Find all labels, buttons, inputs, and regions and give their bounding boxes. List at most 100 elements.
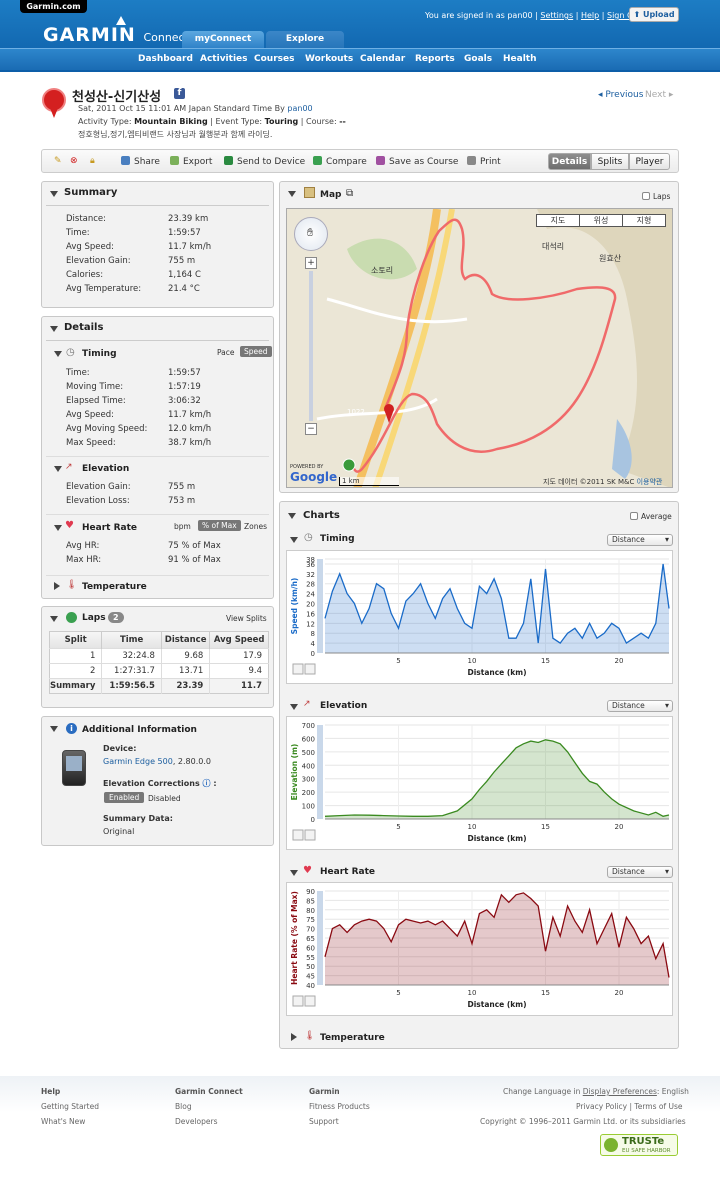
save-as-course-button[interactable]: Save as Course <box>376 156 458 167</box>
zones-toggle[interactable]: Zones <box>244 522 268 531</box>
activity-type[interactable]: Mountain Biking <box>134 117 208 126</box>
view-player-button[interactable]: Player <box>629 153 670 170</box>
signout-link[interactable]: Sign Out <box>606 11 642 20</box>
nav-dashboard[interactable]: Dashboard <box>138 54 193 64</box>
collapse-triangle-icon[interactable] <box>288 191 296 197</box>
y-axis-scrollbar[interactable] <box>317 891 323 985</box>
view-details-button[interactable]: Details <box>548 153 591 170</box>
collapse-triangle-icon[interactable] <box>50 326 58 332</box>
nav-goals[interactable]: Goals <box>464 54 493 64</box>
privacy-link[interactable]: Privacy Policy <box>576 1102 628 1111</box>
footer-blog[interactable]: Blog <box>175 1102 192 1111</box>
timing-collapse-icon[interactable] <box>54 351 62 357</box>
upload-button[interactable]: ⬆ Upload <box>629 7 679 22</box>
help-link[interactable]: Help <box>580 11 600 20</box>
map-laps-checkbox[interactable]: Laps <box>642 192 670 201</box>
collapse-triangle-icon[interactable] <box>288 513 296 519</box>
display-preferences-link[interactable]: Display Preferences <box>582 1087 657 1096</box>
zoom-slider-track[interactable] <box>309 271 313 421</box>
pace-toggle[interactable]: Pace <box>217 348 235 357</box>
zoom-in-icon[interactable] <box>292 663 304 675</box>
course-value[interactable]: -- <box>339 117 346 126</box>
previous-link[interactable]: ◂ Previous <box>598 90 643 100</box>
col-time[interactable]: Time <box>101 631 162 649</box>
enabled-button[interactable]: Enabled <box>104 792 145 803</box>
elevation-chart-collapse-icon[interactable] <box>290 704 298 710</box>
disabled-button[interactable]: Disabled <box>148 794 181 803</box>
collapse-triangle-icon[interactable] <box>50 726 58 732</box>
garmin-com-link[interactable]: Garmin.com <box>20 0 87 13</box>
timing-x-axis-select[interactable]: Distance <box>607 534 673 546</box>
zoom-out-icon[interactable] <box>304 829 316 841</box>
facebook-icon[interactable]: f <box>174 88 185 99</box>
y-axis-scrollbar[interactable] <box>317 725 323 819</box>
help-question-icon[interactable]: ⓘ <box>202 779 211 788</box>
user-link[interactable]: pan00 <box>287 104 313 113</box>
nav-activities[interactable]: Activities <box>200 54 248 64</box>
map-type-satellite[interactable]: 위성 <box>580 215 623 226</box>
footer-getting-started[interactable]: Getting Started <box>41 1102 99 1111</box>
footer-developers[interactable]: Developers <box>175 1117 218 1126</box>
device-link[interactable]: Garmin Edge 500 <box>103 757 173 766</box>
zoom-in-button[interactable]: + <box>305 257 317 269</box>
tab-myconnect[interactable]: myConnect <box>182 31 264 48</box>
zoom-out-icon[interactable] <box>304 663 316 675</box>
pct-max-toggle[interactable]: % of Max <box>198 520 241 531</box>
lock-icon[interactable]: 🔒︎ <box>90 156 95 166</box>
print-button[interactable]: Print <box>467 156 501 167</box>
zoom-out-button[interactable]: − <box>305 423 317 435</box>
zoom-in-icon[interactable] <box>292 995 304 1007</box>
route-map[interactable]: 소토리 대석리 원효산 1022 ✋︎ + − 지도 위성 지형 POWERED… <box>286 208 673 488</box>
share-button[interactable]: Share <box>121 156 160 167</box>
elevation-x-axis-select[interactable]: Distance <box>607 700 673 712</box>
collapse-triangle-icon[interactable] <box>50 191 58 197</box>
view-splits-link[interactable]: View Splits <box>226 614 267 623</box>
temperature-chart-expand-icon[interactable] <box>291 1033 297 1041</box>
nav-courses[interactable]: Courses <box>254 54 295 64</box>
footer-whats-new[interactable]: What's New <box>41 1117 86 1126</box>
col-distance[interactable]: Distance <box>160 631 210 649</box>
collapse-triangle-icon[interactable] <box>50 616 58 622</box>
heart-chart-collapse-icon[interactable] <box>290 870 298 876</box>
bpm-toggle[interactable]: bpm <box>174 522 191 531</box>
y-axis-scrollbar[interactable] <box>317 559 323 653</box>
zoom-in-icon[interactable] <box>292 829 304 841</box>
terms-link[interactable]: 이용약관 <box>636 478 663 486</box>
compare-button[interactable]: Compare <box>313 156 367 167</box>
footer-support[interactable]: Support <box>309 1117 339 1126</box>
map-type-map[interactable]: 지도 <box>537 215 580 226</box>
heart-collapse-icon[interactable] <box>54 525 62 531</box>
average-checkbox[interactable]: Average <box>630 512 672 521</box>
stat-label: Avg Speed: <box>66 410 114 420</box>
terms-of-use-link[interactable]: Terms of Use <box>634 1102 683 1111</box>
nav-health[interactable]: Health <box>503 54 537 64</box>
view-splits-button[interactable]: Splits <box>591 153 629 170</box>
map-pan-control[interactable]: ✋︎ <box>294 217 328 251</box>
activity-title[interactable]: 천성산-신기산성 <box>72 90 162 105</box>
temperature-expand-icon[interactable] <box>54 582 60 590</box>
col-split[interactable]: Split <box>64 635 87 645</box>
nav-reports[interactable]: Reports <box>415 54 455 64</box>
nav-workouts[interactable]: Workouts <box>305 54 354 64</box>
speed-toggle[interactable]: Speed <box>240 346 272 357</box>
elevation-collapse-icon[interactable] <box>54 466 62 472</box>
export-button[interactable]: Export <box>170 156 212 167</box>
google-logo[interactable]: Google <box>290 470 338 484</box>
settings-link[interactable]: Settings <box>540 11 574 20</box>
expand-map-icon[interactable]: ⧉ <box>346 188 354 199</box>
nav-calendar[interactable]: Calendar <box>360 54 406 64</box>
timing-chart-collapse-icon[interactable] <box>290 537 298 543</box>
event-type[interactable]: Touring <box>264 117 299 126</box>
footer-fitness-products[interactable]: Fitness Products <box>309 1102 370 1111</box>
tab-explore[interactable]: Explore <box>266 31 344 48</box>
col-avg-speed[interactable]: Avg Speed <box>209 631 269 649</box>
garmin-connect-logo[interactable]: GARMIN Connect <box>43 24 189 46</box>
edit-pencil-icon[interactable]: ✎ <box>54 156 62 166</box>
zoom-out-icon[interactable] <box>304 995 316 1007</box>
heart-x-axis-select[interactable]: Distance <box>607 866 673 878</box>
delete-icon[interactable]: ⊗ <box>70 156 78 166</box>
activity-description[interactable]: 정호형님,정기,엠티비랜드 사장님과 월행분과 함께 라이딩. <box>78 130 273 139</box>
send-to-device-button[interactable]: Send to Device <box>224 156 305 167</box>
truste-seal[interactable]: TRUSTe EU SAFE HARBOR <box>600 1134 678 1156</box>
map-type-terrain[interactable]: 지형 <box>636 216 652 225</box>
